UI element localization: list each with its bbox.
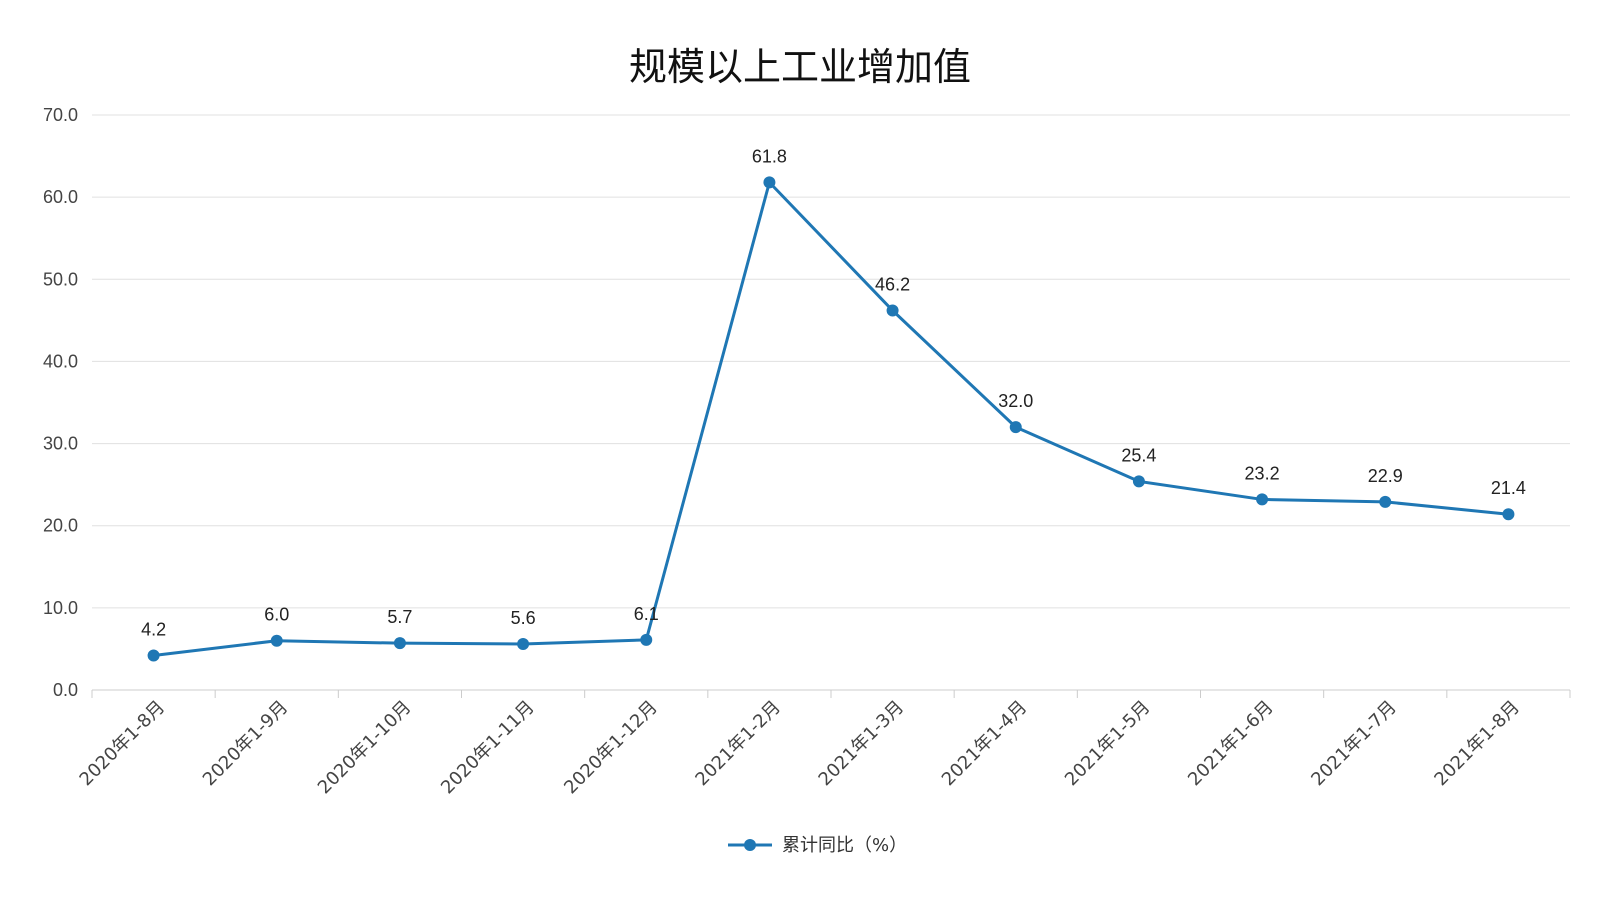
data-point[interactable] <box>763 176 776 189</box>
x-tick-label: 2021年1-8月 <box>1430 697 1523 790</box>
y-tick-label: 0.0 <box>53 680 78 700</box>
data-label: 22.9 <box>1368 466 1403 486</box>
data-point[interactable] <box>1379 495 1392 508</box>
x-tick-label: 2020年1-8月 <box>76 697 169 790</box>
data-label: 25.4 <box>1121 445 1156 465</box>
x-tick-label: 2021年1-2月 <box>691 697 784 790</box>
series-line <box>153 180 1509 657</box>
data-point[interactable] <box>147 649 160 662</box>
y-tick-label: 10.0 <box>43 598 78 618</box>
data-label: 6.0 <box>264 605 289 625</box>
x-tick-label: 2020年1-12月 <box>560 697 662 799</box>
x-tick-label: 2021年1-6月 <box>1184 697 1277 790</box>
data-label: 61.8 <box>752 146 787 166</box>
x-tick-label: 2021年1-5月 <box>1061 697 1154 790</box>
data-label: 21.4 <box>1491 478 1526 498</box>
data-point[interactable] <box>1009 421 1022 434</box>
data-point[interactable] <box>886 304 899 317</box>
x-tick-label: 2020年1-10月 <box>314 697 416 799</box>
y-tick-label: 30.0 <box>43 434 78 454</box>
data-point[interactable] <box>1132 475 1145 488</box>
y-axis: 0.0 10.0 20.0 30.0 40.0 50.0 60.0 70.0 <box>43 105 78 700</box>
chart-title: 规模以上工业增加值 <box>629 45 971 89</box>
x-tick-label: 2021年1-3月 <box>815 697 908 790</box>
legend-marker <box>744 839 756 851</box>
y-tick-label: 20.0 <box>43 516 78 536</box>
data-labels: 4.2 6.0 5.7 5.6 6.1 61.8 46.2 32.0 25.4 23.2 22.9 2… <box>141 146 1526 639</box>
data-point[interactable] <box>1502 508 1515 521</box>
y-tick-label: 60.0 <box>43 187 78 207</box>
data-point[interactable] <box>640 633 653 646</box>
data-point[interactable] <box>393 637 406 650</box>
x-tick-label: 2021年1-4月 <box>938 697 1031 790</box>
series-layer <box>147 176 1515 662</box>
data-label: 5.7 <box>387 607 412 627</box>
data-point[interactable] <box>517 638 530 650</box>
data-point[interactable] <box>1256 493 1269 506</box>
x-axis: 2020年1-8月 2020年1-9月 2020年1-10月 2020年1-11月 20… <box>76 689 1571 799</box>
y-tick-label: 70.0 <box>43 105 78 125</box>
data-label: 5.6 <box>511 608 536 628</box>
legend-label: 累计同比（%） <box>782 835 907 856</box>
gridlines <box>92 114 1570 609</box>
y-tick-label: 40.0 <box>43 351 78 371</box>
data-label: 23.2 <box>1245 463 1280 483</box>
data-label: 32.0 <box>998 391 1033 411</box>
legend[interactable]: 累计同比（%） <box>728 835 907 856</box>
y-tick-label: 50.0 <box>43 269 78 289</box>
data-label: 6.1 <box>634 604 659 624</box>
x-tick-label: 2020年1-9月 <box>199 697 292 790</box>
x-tick-label: 2021年1-7月 <box>1307 697 1400 790</box>
data-point[interactable] <box>270 634 283 647</box>
data-label: 46.2 <box>875 275 910 295</box>
data-label: 4.2 <box>141 620 166 640</box>
x-tick-label: 2020年1-11月 <box>437 697 539 799</box>
